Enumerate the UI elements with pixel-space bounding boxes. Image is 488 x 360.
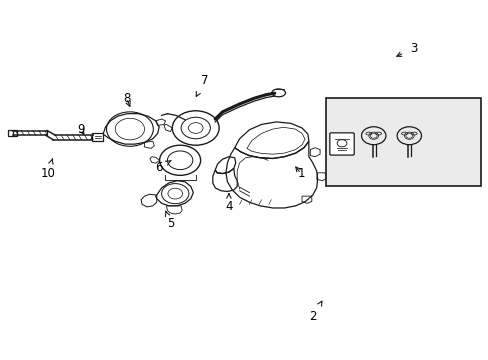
Text: 9: 9 (77, 123, 85, 136)
FancyBboxPatch shape (329, 133, 353, 155)
Bar (326, 98, 481, 186)
Text: 8: 8 (122, 92, 130, 106)
Text: 5: 5 (165, 211, 174, 230)
Text: 6: 6 (155, 160, 171, 174)
Text: 3: 3 (396, 41, 417, 57)
Text: 4: 4 (224, 194, 232, 213)
Text: 2: 2 (308, 301, 321, 324)
Text: 7: 7 (196, 74, 208, 96)
Bar (92, 133, 103, 140)
Text: 1: 1 (295, 167, 304, 180)
Text: 10: 10 (41, 158, 55, 180)
Bar (8, 130, 17, 135)
